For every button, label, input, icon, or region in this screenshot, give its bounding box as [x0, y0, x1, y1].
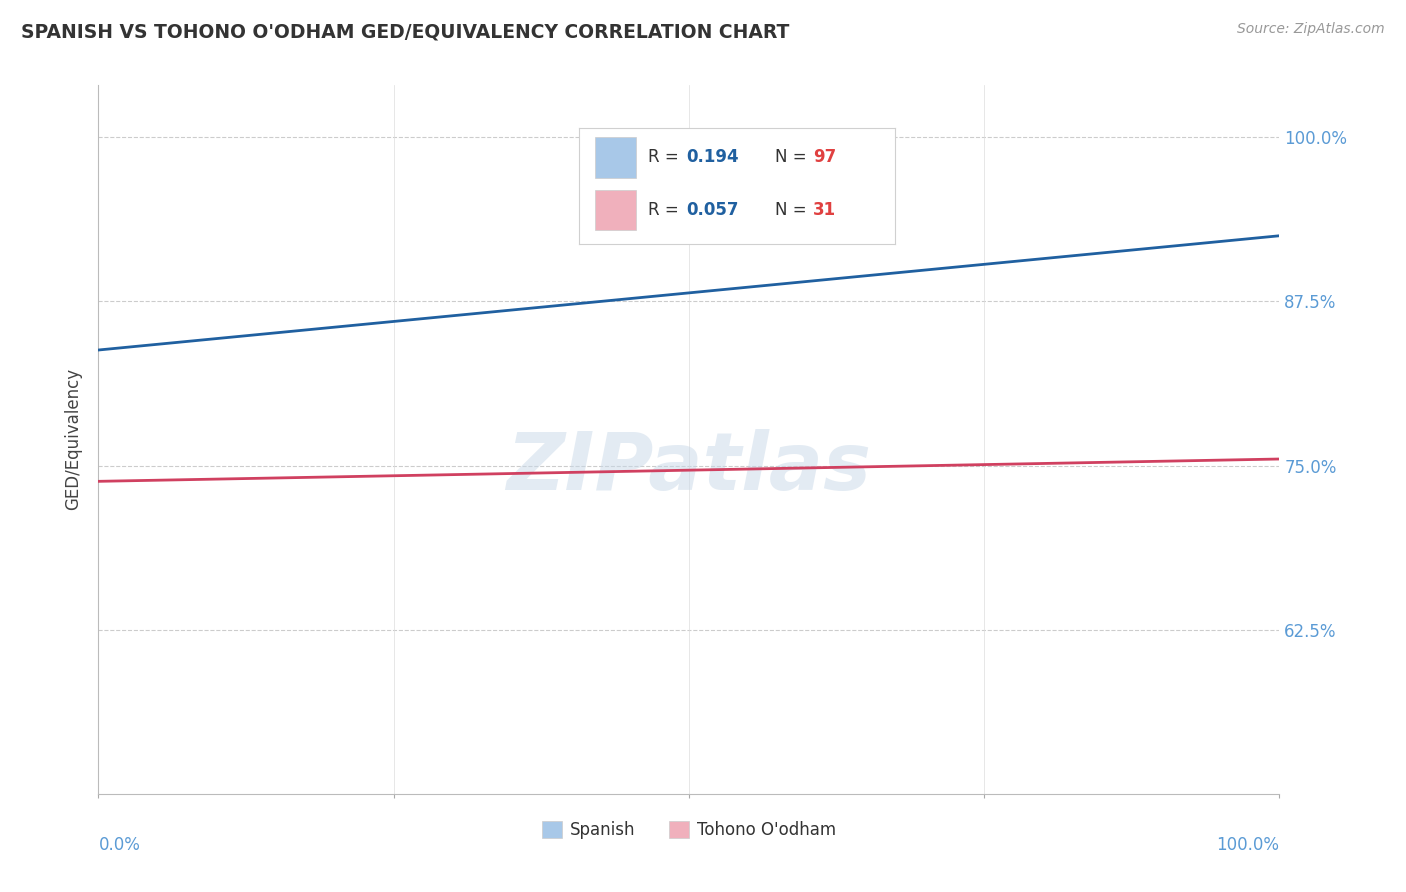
Text: ZIPatlas: ZIPatlas	[506, 429, 872, 507]
Text: 0.194: 0.194	[686, 148, 740, 167]
Text: 97: 97	[813, 148, 837, 167]
Text: N =: N =	[775, 201, 811, 219]
FancyBboxPatch shape	[595, 137, 636, 178]
Text: R =: R =	[648, 201, 685, 219]
Text: Source: ZipAtlas.com: Source: ZipAtlas.com	[1237, 22, 1385, 37]
Text: R =: R =	[648, 148, 685, 167]
Text: N =: N =	[775, 148, 811, 167]
FancyBboxPatch shape	[595, 189, 636, 230]
Text: 0.057: 0.057	[686, 201, 740, 219]
Text: 0.0%: 0.0%	[98, 837, 141, 855]
Text: 100.0%: 100.0%	[1216, 837, 1279, 855]
Y-axis label: GED/Equivalency: GED/Equivalency	[65, 368, 83, 510]
Legend: Spanish, Tohono O'odham: Spanish, Tohono O'odham	[534, 814, 844, 846]
Text: SPANISH VS TOHONO O'ODHAM GED/EQUIVALENCY CORRELATION CHART: SPANISH VS TOHONO O'ODHAM GED/EQUIVALENC…	[21, 22, 789, 41]
Text: 31: 31	[813, 201, 837, 219]
